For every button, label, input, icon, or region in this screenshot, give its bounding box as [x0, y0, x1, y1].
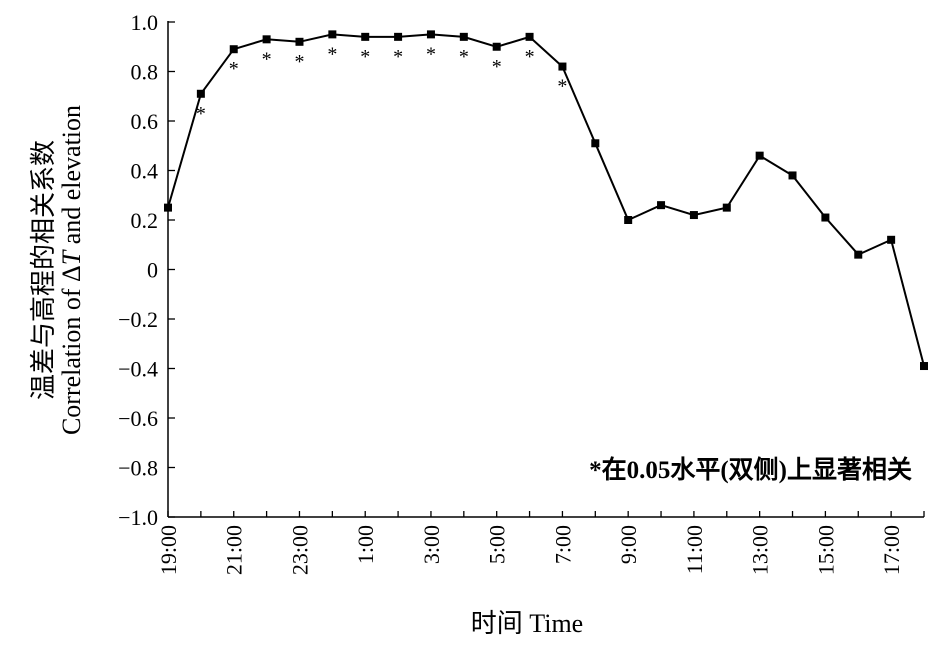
y-axis-ticks: −1.0 −0.8 −0.6 −0.4 −0.2 0 0.2 0.4 0.6 0.8 1.0: [118, 10, 175, 530]
y-axis-title-en: Correlation of ΔT and elevation: [57, 105, 86, 435]
y-tick-label: −0.4: [118, 357, 158, 382]
significance-star: *: [525, 46, 535, 68]
data-point: [295, 37, 304, 46]
x-tick-label: 5:00: [485, 525, 510, 564]
data-point: [788, 171, 797, 180]
x-tick-label: 11:00: [682, 525, 707, 574]
x-axis-title: 时间 Time: [471, 609, 583, 638]
significance-star: *: [557, 76, 567, 98]
significance-note: *在0.05水平(双侧)上显著相关: [589, 455, 912, 484]
x-tick-label: 7:00: [550, 525, 575, 564]
y-tick-label: 0.6: [131, 109, 159, 134]
data-point: [821, 213, 830, 222]
data-point: [657, 201, 666, 210]
data-point: [459, 32, 468, 41]
y-axis-title-en-prefix: Correlation of Δ: [57, 265, 86, 435]
significance-star: *: [327, 43, 337, 65]
data-point: [262, 35, 271, 44]
y-axis-title-en-var: T: [57, 249, 86, 265]
y-tick-label: −0.6: [118, 406, 158, 431]
data-point: [689, 211, 698, 220]
axes: [167, 21, 924, 518]
x-tick-label: 13:00: [748, 525, 773, 575]
y-axis-title-en-group: Correlation of ΔT and elevation: [57, 105, 86, 435]
y-axis-title-cn: 温差与高程的相关系数: [29, 140, 58, 400]
x-tick-label: 19:00: [156, 525, 181, 575]
significance-star: *: [426, 43, 436, 65]
data-point: [624, 216, 633, 224]
data-point: [722, 203, 731, 212]
y-tick-label: −1.0: [118, 505, 158, 530]
data-point: [920, 362, 928, 371]
data-markers: [164, 30, 928, 371]
y-tick-label: 0.2: [131, 208, 159, 233]
data-point: [164, 203, 172, 212]
series-line: [167, 33, 925, 367]
y-tick-label: 0: [147, 258, 158, 283]
data-point: [196, 89, 205, 98]
data-point: [887, 235, 896, 244]
significance-star: *: [229, 58, 239, 80]
x-tick-label: 21:00: [222, 525, 247, 575]
significance-star: *: [393, 46, 403, 68]
significance-markers: * * * * * * * * * * * *: [196, 43, 568, 124]
y-tick-label: 1.0: [131, 10, 159, 35]
significance-star: *: [196, 103, 206, 125]
data-point: [854, 250, 863, 259]
data-point: [394, 32, 403, 41]
y-tick-label: −0.8: [118, 456, 158, 481]
significance-star: *: [294, 51, 304, 73]
data-point: [591, 139, 600, 148]
x-tick-label: 23:00: [287, 525, 312, 575]
data-point: [558, 62, 567, 71]
data-point: [525, 32, 534, 41]
significance-star: *: [459, 46, 469, 68]
y-tick-label: −0.2: [118, 307, 158, 332]
significance-star: *: [492, 56, 502, 78]
x-tick-label: 1:00: [353, 525, 378, 564]
significance-star: *: [262, 48, 272, 70]
data-point: [361, 32, 370, 41]
x-tick-label: 17:00: [879, 525, 904, 575]
y-tick-label: 0.8: [131, 60, 159, 85]
data-point: [426, 30, 435, 39]
x-axis-ticks: 19:00 21:00 23:00 1:00 3:00 5:00 7:00 9:00 11:00…: [156, 511, 925, 575]
x-tick-label: 9:00: [616, 525, 641, 564]
significance-star: *: [360, 46, 370, 68]
data-point: [229, 45, 238, 54]
data-point: [328, 30, 337, 39]
y-axis-title-en-suffix: and elevation: [57, 105, 86, 251]
x-tick-label: 15:00: [813, 525, 838, 575]
x-tick-label: 3:00: [419, 525, 444, 564]
data-point: [755, 151, 764, 160]
y-tick-label: 0.4: [131, 159, 159, 184]
y-axis-title-cn-group: 温差与高程的相关系数: [29, 140, 58, 400]
data-point: [492, 42, 501, 51]
